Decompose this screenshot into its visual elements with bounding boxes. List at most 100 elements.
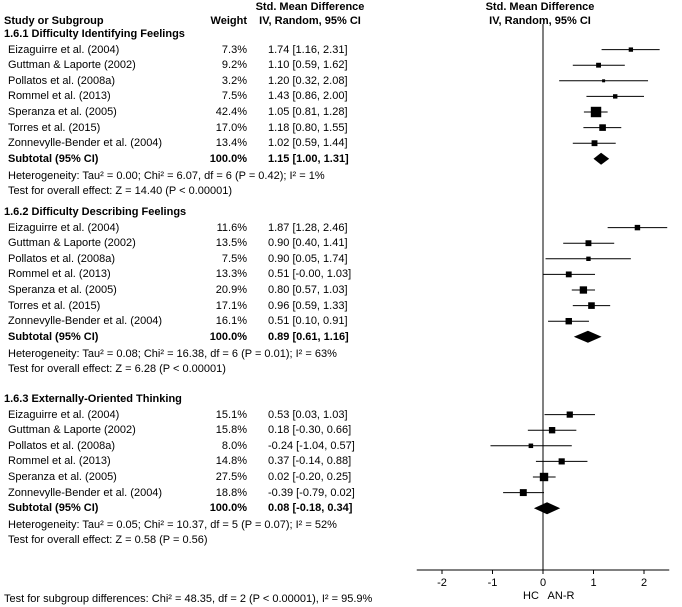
study-name: Zonnevylle-Bender et al. (2004) <box>8 315 163 328</box>
study-weight: 20.9% <box>215 284 247 296</box>
group-title: 1.6.2 Difficulty Describing Feelings <box>4 206 187 218</box>
study-name: Rommel et al. (2013) <box>8 268 111 281</box>
study-point <box>528 443 534 449</box>
study-weight: 8.0% <box>221 439 247 452</box>
study-point <box>565 317 572 325</box>
study-name: Guttman & Laporte (2002) <box>8 237 136 250</box>
study-name: Rommel et al. (2013) <box>8 90 111 103</box>
study-point <box>590 106 602 118</box>
overall-effect-text: Test for overall effect: Z = 14.40 (P < … <box>8 184 233 197</box>
study-weight: 11.6% <box>216 221 247 234</box>
study-ci: -0.24 [-1.04, 0.57] <box>268 439 355 452</box>
study-point <box>588 302 595 309</box>
study-point <box>602 79 606 83</box>
heterogeneity-text: Heterogeneity: Tau² = 0.08; Chi² = 16.38… <box>8 347 337 360</box>
study-weight: 18.8% <box>215 486 247 499</box>
study-weight: 3.2% <box>221 74 247 87</box>
study-name: Eizaguirre et al. (2004) <box>8 221 120 234</box>
study-ci: 1.87 [1.28, 2.46] <box>268 221 348 234</box>
study-name: Torres et al. (2015) <box>8 299 101 312</box>
study-ci: 0.51 [0.10, 0.91] <box>268 315 348 328</box>
study-ci: 0.37 [-0.14, 0.88] <box>268 455 352 468</box>
study-point <box>558 458 565 465</box>
study-name: Zonnevylle-Bender et al. (2004) <box>8 486 163 499</box>
subtotal-ci: 1.15 [1.00, 1.31] <box>268 152 349 165</box>
study-ci: 0.96 [0.59, 1.33] <box>268 299 348 312</box>
study-point <box>566 411 573 418</box>
header-weight: Weight <box>210 15 247 27</box>
subtotal-weight: 100.0% <box>209 502 247 515</box>
heterogeneity-text: Heterogeneity: Tau² = 0.05; Chi² = 10.37… <box>8 519 337 532</box>
study-name: Speranza et al. (2005) <box>8 284 117 296</box>
x-tick-label: 0 <box>540 577 546 589</box>
study-ci: -0.39 [-0.79, 0.02] <box>268 486 355 499</box>
study-weight: 13.4% <box>215 137 247 150</box>
subtotal-label: Subtotal (95% CI) <box>8 152 99 165</box>
study-name: Speranza et al. (2005) <box>8 106 117 118</box>
subgroup-differences-text: Test for subgroup differences: Chi² = 48… <box>4 593 373 605</box>
heterogeneity-text: Heterogeneity: Tau² = 0.00; Chi² = 6.07,… <box>8 169 325 182</box>
study-weight: 13.5% <box>215 237 247 250</box>
x-tick-label: 2 <box>641 577 647 589</box>
study-weight: 14.8% <box>215 455 247 468</box>
subtotal-diamond <box>533 502 561 515</box>
study-weight: 27.5% <box>215 471 247 483</box>
subtotal-ci: 0.89 [0.61, 1.16] <box>268 330 349 343</box>
favours-right-label: AN-R <box>548 590 575 602</box>
study-weight: 13.3% <box>215 268 247 281</box>
study-point <box>599 124 606 131</box>
study-weight: 9.2% <box>221 59 247 72</box>
study-name: Pollatos et al. (2008a) <box>8 439 116 452</box>
study-name: Zonnevylle-Bender et al. (2004) <box>8 137 163 150</box>
study-name: Torres et al. (2015) <box>8 121 101 134</box>
study-ci: 0.02 [-0.20, 0.25] <box>268 471 352 483</box>
subtotal-diamond <box>593 152 610 165</box>
header-smd-right-1: Std. Mean Difference <box>485 1 595 13</box>
study-name: Guttman & Laporte (2002) <box>8 424 136 437</box>
group-title: 1.6.3 Externally-Oriented Thinking <box>4 393 182 405</box>
study-ci: 0.90 [0.40, 1.41] <box>268 237 348 250</box>
x-tick-label: -1 <box>488 577 498 589</box>
group-title: 1.6.1 Difficulty Identifying Feelings <box>4 28 185 40</box>
study-ci: 1.18 [0.80, 1.55] <box>268 121 348 134</box>
study-weight: 15.1% <box>215 408 247 421</box>
study-weight: 7.5% <box>221 252 247 265</box>
overall-effect-text: Test for overall effect: Z = 6.28 (P < 0… <box>8 362 226 375</box>
study-weight: 15.8% <box>215 424 247 437</box>
study-name: Guttman & Laporte (2002) <box>8 59 136 72</box>
study-ci: 0.53 [0.03, 1.03] <box>268 408 348 421</box>
study-point <box>565 271 572 278</box>
study-ci: 1.43 [0.86, 2.00] <box>268 90 348 103</box>
header-smd-left-1: Std. Mean Difference <box>255 1 365 13</box>
header-study: Study or Subgroup <box>4 15 104 27</box>
study-point <box>585 240 592 247</box>
study-ci: 1.02 [0.59, 1.44] <box>268 137 348 150</box>
study-name: Pollatos et al. (2008a) <box>8 74 116 87</box>
study-weight: 42.4% <box>215 106 247 118</box>
subtotal-weight: 100.0% <box>209 330 247 343</box>
study-weight: 7.5% <box>221 90 247 103</box>
study-ci: 1.05 [0.81, 1.28] <box>268 106 348 118</box>
header-smd-right-2: IV, Random, 95% CI <box>489 15 591 27</box>
study-point <box>539 472 549 482</box>
study-ci: 0.90 [0.05, 1.74] <box>268 252 348 265</box>
subtotal-label: Subtotal (95% CI) <box>8 502 99 515</box>
study-point <box>591 140 598 147</box>
study-point <box>613 94 618 99</box>
study-weight: 7.3% <box>221 43 247 56</box>
study-weight: 17.1% <box>215 299 247 312</box>
study-ci: 0.18 [-0.30, 0.66] <box>268 424 352 437</box>
study-point <box>586 256 591 261</box>
study-name: Pollatos et al. (2008a) <box>8 252 116 265</box>
header-smd-left-2: IV, Random, 95% CI <box>259 15 361 27</box>
study-point <box>579 286 588 294</box>
subtotal-diamond <box>573 330 602 343</box>
study-name: Eizaguirre et al. (2004) <box>8 43 120 56</box>
study-weight: 16.1% <box>215 315 247 328</box>
study-name: Speranza et al. (2005) <box>8 471 117 483</box>
study-point <box>519 489 527 497</box>
study-ci: 0.80 [0.57, 1.03] <box>268 284 348 296</box>
subtotal-ci: 0.08 [-0.18, 0.34] <box>268 502 353 515</box>
subtotal-label: Subtotal (95% CI) <box>8 330 99 343</box>
